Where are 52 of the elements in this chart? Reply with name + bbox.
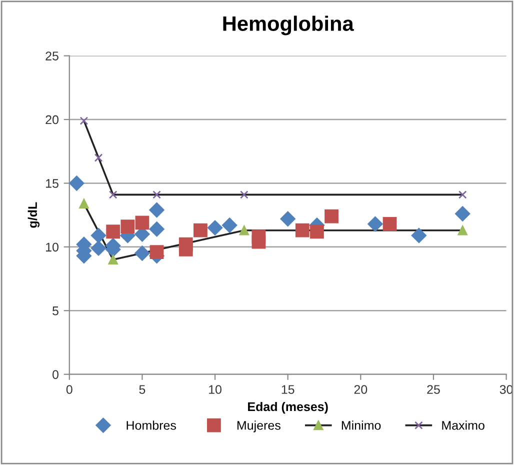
point xyxy=(324,209,338,224)
point xyxy=(458,190,467,199)
x-tick-label: 10 xyxy=(209,385,222,394)
point xyxy=(135,216,150,230)
chart-title: Hemoglobina xyxy=(223,16,354,36)
point xyxy=(455,206,470,222)
point xyxy=(295,223,310,238)
point xyxy=(134,246,150,261)
y-tick-label: 10 xyxy=(46,242,58,252)
point xyxy=(149,222,164,237)
x-tick-label: 5 xyxy=(139,385,146,394)
point xyxy=(240,190,248,199)
x-tick-label: 20 xyxy=(354,385,368,394)
point xyxy=(178,237,193,252)
point xyxy=(411,228,426,244)
point xyxy=(382,217,397,231)
legend-label: Maximo xyxy=(442,420,484,430)
point xyxy=(94,154,103,162)
point xyxy=(194,223,208,238)
point xyxy=(222,218,238,233)
point xyxy=(90,240,106,256)
legend-label: Mujeres xyxy=(237,420,280,432)
x-tick-label: 0 xyxy=(66,385,72,394)
point xyxy=(90,228,106,244)
point xyxy=(150,245,164,259)
point xyxy=(80,116,88,125)
point xyxy=(252,234,266,249)
point xyxy=(106,224,120,239)
point xyxy=(79,198,89,208)
y-tick-label: 0 xyxy=(52,370,58,379)
legend-label: Minimo xyxy=(342,420,381,430)
y-tick-label: 15 xyxy=(46,179,58,188)
point xyxy=(108,190,118,199)
point xyxy=(207,220,223,236)
y-tick-label: 25 xyxy=(46,52,58,60)
y-tick-label: 20 xyxy=(46,115,58,124)
point xyxy=(120,220,135,234)
x-tick-label: 15 xyxy=(282,385,294,394)
y-tick-label: 5 xyxy=(52,306,58,316)
point xyxy=(69,176,84,191)
legend-label: Hombres xyxy=(126,420,176,430)
point xyxy=(239,225,250,236)
x-axis-title: Edad (meses) xyxy=(248,402,328,414)
y-axis-title: g/dL xyxy=(28,202,40,228)
point xyxy=(280,211,296,226)
x-tick-label: 25 xyxy=(427,385,440,394)
point xyxy=(458,225,468,236)
point xyxy=(149,202,164,218)
point xyxy=(108,254,118,265)
point xyxy=(310,224,324,239)
point xyxy=(368,216,383,232)
point xyxy=(152,190,161,199)
